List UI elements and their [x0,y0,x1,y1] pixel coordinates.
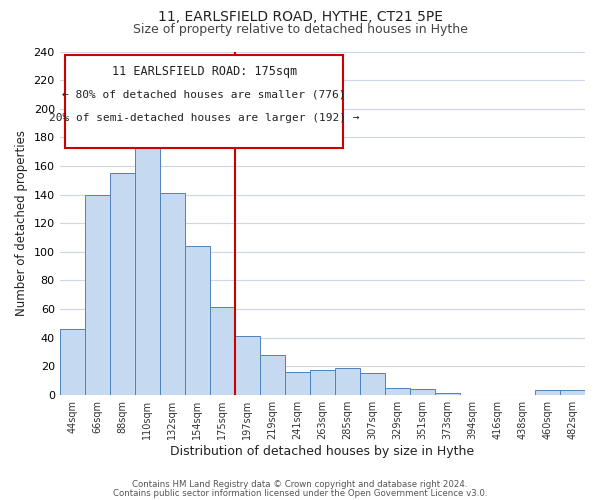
Text: Contains HM Land Registry data © Crown copyright and database right 2024.: Contains HM Land Registry data © Crown c… [132,480,468,489]
Text: Contains public sector information licensed under the Open Government Licence v3: Contains public sector information licen… [113,488,487,498]
Bar [260,354,285,395]
Bar [310,370,335,394]
X-axis label: Distribution of detached houses by size in Hythe: Distribution of detached houses by size … [170,444,475,458]
Text: Size of property relative to detached houses in Hythe: Size of property relative to detached ho… [133,22,467,36]
Text: 11, EARLSFIELD ROAD, HYTHE, CT21 5PE: 11, EARLSFIELD ROAD, HYTHE, CT21 5PE [157,10,443,24]
Bar [560,390,585,394]
Bar [135,110,160,395]
Bar [285,372,310,394]
Bar [59,329,85,394]
Bar [360,374,385,394]
Bar [85,194,110,394]
Bar [235,336,260,394]
Bar [410,389,435,394]
Bar [385,388,410,394]
Text: ← 80% of detached houses are smaller (776): ← 80% of detached houses are smaller (77… [62,90,346,100]
Bar [535,390,560,394]
Text: 20% of semi-detached houses are larger (192) →: 20% of semi-detached houses are larger (… [49,114,359,124]
Text: 11 EARLSFIELD ROAD: 175sqm: 11 EARLSFIELD ROAD: 175sqm [112,65,297,78]
Bar [185,246,210,394]
Bar [110,173,135,394]
Y-axis label: Number of detached properties: Number of detached properties [15,130,28,316]
Bar [335,368,360,394]
Bar [210,308,235,394]
FancyBboxPatch shape [65,55,343,148]
Bar [160,193,185,394]
